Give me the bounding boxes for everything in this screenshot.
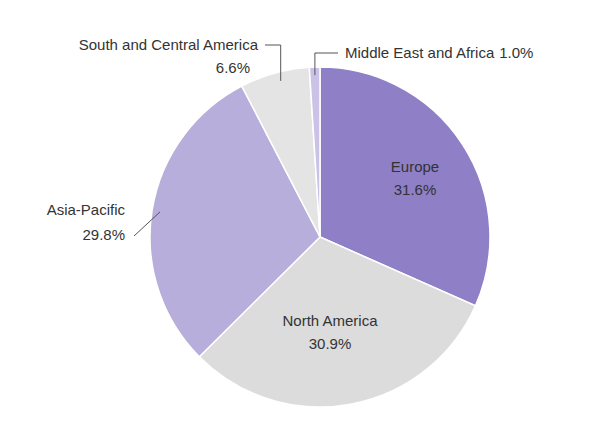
slice-label: Asia-Pacific (47, 201, 126, 218)
leader-line (134, 212, 160, 236)
chart: Europe 31.6% North America 30.9% Asia-Pacifi… (0, 0, 604, 432)
data-label: 31.6% (394, 181, 437, 198)
page: {"chart_data": {"type": "pie", "categori… (0, 0, 604, 432)
slice-label: South and Central America (79, 36, 259, 53)
slice-label: North America (282, 312, 378, 329)
slices (150, 67, 490, 407)
data-label: 6.6% (216, 59, 250, 76)
labels: Europe 31.6% North America 30.9% Asia-Pacifi… (47, 36, 534, 352)
pie-slice (242, 67, 320, 237)
data-label: 29.8% (82, 226, 125, 243)
pie-slice (309, 67, 320, 237)
slice-label: Europe (391, 158, 439, 175)
data-label: 30.9% (309, 335, 352, 352)
data-label: 1.0% (499, 44, 533, 61)
leader-line (265, 45, 281, 81)
leader-line (315, 53, 338, 75)
slice-label: Middle East and Africa (345, 44, 495, 61)
